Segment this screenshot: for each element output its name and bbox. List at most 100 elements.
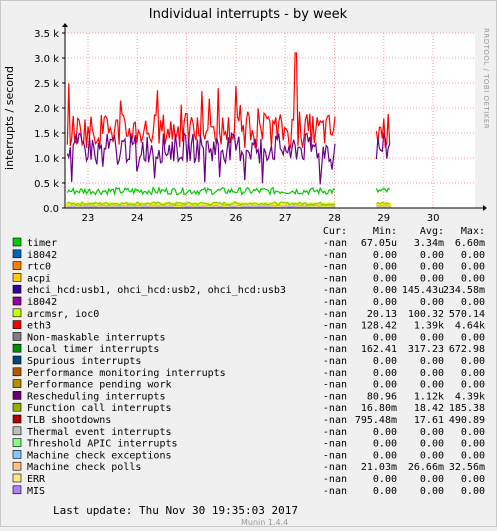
legend-swatch — [12, 237, 22, 247]
x-tick-label: 27 — [279, 213, 292, 224]
legend-value-cur: -nan — [323, 297, 347, 308]
legend-swatch — [12, 414, 22, 424]
legend-swatch — [12, 273, 22, 282]
legend-value-min: 0.00 — [373, 474, 397, 485]
legend-value-avg: 3.34m — [414, 238, 444, 249]
stacked-base-area — [376, 202, 392, 208]
y-tick-label: 2.0 k — [34, 104, 59, 115]
x-tick-label: 30 — [427, 213, 440, 224]
legend-value-max: 0.00 — [461, 474, 485, 485]
series-line — [66, 131, 391, 185]
legend-series-name: Machine check exceptions — [27, 450, 172, 461]
legend-series-name: Non-maskable interrupts — [27, 332, 165, 343]
legend-value-max: 4.39k — [455, 391, 485, 402]
legend-value-avg: 0.00 — [420, 273, 444, 284]
legend-value-cur: -nan — [323, 486, 347, 497]
legend: Cur: Min: Avg: Max: timer -nan 67.05u 3.34m 6.60… — [12, 226, 485, 497]
legend-swatch — [12, 379, 22, 388]
legend-value-cur: -nan — [323, 321, 347, 332]
legend-value-avg: 145.43u — [402, 285, 444, 296]
legend-value-cur: -nan — [323, 427, 347, 438]
x-tick-label: 29 — [377, 213, 390, 224]
legend-series-name: ERR — [27, 474, 46, 485]
legend-value-avg: 0.00 — [420, 486, 444, 497]
legend-value-cur: -nan — [323, 391, 347, 402]
legend-swatch — [12, 296, 22, 306]
legend-value-cur: -nan — [323, 415, 347, 426]
legend-value-avg: 1.12k — [414, 391, 444, 402]
x-tick-label: 25 — [180, 213, 193, 224]
legend-value-cur: -nan — [323, 462, 347, 473]
legend-value-min: 0.00 — [373, 486, 397, 497]
legend-series-name: Performance monitoring interrupts — [27, 368, 226, 379]
legend-value-avg: 1.39k — [414, 321, 444, 332]
axes: 0.0 0.5 k 1.0 k 1.5 k 2.0 k 2.5 k 3.0 k 3.5 k 23… — [34, 23, 487, 224]
legend-series-name: Local timer interrupts — [27, 344, 159, 355]
legend-value-cur: -nan — [323, 439, 347, 450]
legend-value-cur: -nan — [323, 344, 347, 355]
legend-value-min: 0.00 — [373, 285, 397, 296]
legend-swatch — [12, 355, 22, 365]
series-line — [67, 204, 391, 208]
legend-swatch — [12, 249, 22, 259]
legend-value-cur: -nan — [323, 250, 347, 261]
legend-value-max: 570.14 — [449, 309, 485, 320]
legend-value-min: 0.00 — [373, 262, 397, 273]
legend-value-max: 4.64k — [455, 321, 485, 332]
legend-series-name: eth3 — [27, 321, 51, 332]
legend-series-name: MIS — [27, 486, 45, 497]
legend-series-name: TLB shootdowns — [27, 415, 111, 426]
legend-series-name: Rescheduling interrupts — [27, 391, 165, 402]
legend-series-name: Function call interrupts — [27, 403, 172, 414]
legend-swatch — [12, 402, 22, 412]
legend-value-cur: -nan — [323, 273, 347, 284]
x-tick-label: 26 — [230, 213, 243, 224]
legend-value-max: 490.89 — [449, 415, 485, 426]
legend-value-max: 0.00 — [461, 439, 485, 450]
legend-value-avg: 0.00 — [420, 332, 444, 343]
legend-value-avg: 0.00 — [420, 427, 444, 438]
legend-value-cur: -nan — [323, 356, 347, 367]
legend-value-min: 0.00 — [373, 450, 397, 461]
legend-series-name: Spurious interrupts — [27, 356, 141, 367]
legend-value-min: 21.03m — [361, 462, 397, 473]
legend-value-cur: -nan — [323, 262, 347, 273]
legend-swatch — [12, 320, 22, 329]
legend-series-name: Threshold APIC interrupts — [27, 439, 178, 450]
chart-title: Individual interrupts - by week — [149, 7, 348, 22]
y-tick-label: 1.5 k — [34, 129, 59, 140]
legend-series-name: rtc0 — [27, 262, 51, 273]
legend-value-min: 16.80m — [361, 403, 397, 414]
munin-version: Munin 1.4.4 — [241, 518, 288, 527]
legend-swatch — [12, 391, 22, 400]
legend-value-max: 0.00 — [461, 332, 485, 343]
x-tick-label: 28 — [328, 213, 341, 224]
legend-value-avg: 0.00 — [420, 450, 444, 461]
last-update: Last update: Thu Nov 30 19:35:03 2017 — [53, 504, 298, 517]
legend-swatch — [12, 473, 22, 483]
legend-value-avg: 0.00 — [420, 380, 444, 391]
legend-value-max: 0.00 — [461, 356, 485, 367]
legend-value-max: 0.00 — [461, 273, 485, 284]
legend-value-cur: -nan — [323, 285, 347, 296]
legend-value-cur: -nan — [323, 309, 347, 320]
legend-value-cur: -nan — [323, 368, 347, 379]
legend-value-max: 0.00 — [461, 486, 485, 497]
legend-swatch — [12, 261, 22, 270]
x-tick-label: 23 — [82, 213, 95, 224]
legend-header-cur: Cur: — [323, 226, 347, 237]
y-tick-label: 0.5 k — [34, 179, 59, 190]
legend-value-max: 0.00 — [461, 250, 485, 261]
legend-value-max: 185.38 — [449, 403, 485, 414]
legend-value-avg: 0.00 — [420, 297, 444, 308]
legend-swatch — [12, 332, 22, 341]
legend-series-name: i8042 — [27, 297, 57, 308]
legend-value-avg: 100.32 — [408, 309, 444, 320]
legend-value-max: 32.56m — [449, 462, 485, 473]
legend-value-min: 795.48m — [355, 415, 397, 426]
legend-series-name: timer — [27, 238, 57, 249]
legend-value-max: 0.00 — [461, 368, 485, 379]
legend-value-max: 234.58m — [443, 285, 485, 296]
